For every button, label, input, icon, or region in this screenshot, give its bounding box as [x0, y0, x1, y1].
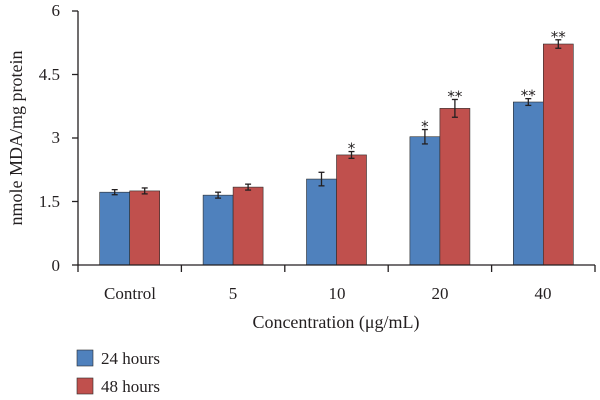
legend-swatch-48-hours: [76, 377, 94, 395]
x-category-label: 5: [229, 284, 238, 303]
bar-48-hours: [232, 186, 264, 266]
y-axis-label: nmole MDA/mg protein: [6, 51, 26, 226]
significance-marker: *: [348, 140, 356, 158]
y-tick-labels: 0 1.5 3 4.5 6: [39, 1, 60, 275]
legend: 24 hours 48 hours: [76, 349, 160, 396]
bar-24-hours: [99, 191, 130, 266]
bar-24-hours: [306, 178, 337, 266]
legend-label-24-hours: 24 hours: [101, 349, 160, 368]
significance-marker: **: [521, 87, 537, 105]
y-tick-label: 1.5: [39, 192, 60, 211]
x-category-label: Control: [104, 284, 156, 303]
legend-label-48-hours: 48 hours: [101, 377, 160, 396]
bar-48-hours: [542, 43, 574, 266]
plot-area: ********: [72, 10, 596, 272]
bar-24-hours: [512, 101, 544, 266]
y-tick-label: 0: [52, 256, 61, 275]
bar-48-hours: [129, 190, 160, 266]
y-tick-label: 3: [52, 128, 61, 147]
bar-48-hours: [336, 154, 367, 266]
bar-24-hours: [409, 136, 441, 266]
x-category-label: 10: [329, 284, 346, 303]
significance-marker: **: [551, 28, 567, 46]
x-category-label: 20: [432, 284, 449, 303]
significance-marker: **: [447, 87, 463, 105]
legend-swatch-24-hours: [76, 349, 94, 367]
significance-marker: *: [421, 118, 429, 136]
y-tick-label: 4.5: [39, 65, 60, 84]
bar-48-hours: [439, 108, 471, 266]
x-axis-label: Concentration (μg/mL): [252, 312, 419, 333]
x-category-labels: Control 5 10 20 40: [104, 284, 551, 303]
y-tick-label: 6: [52, 1, 61, 20]
x-category-label: 40: [535, 284, 552, 303]
bar-24-hours: [202, 194, 234, 266]
